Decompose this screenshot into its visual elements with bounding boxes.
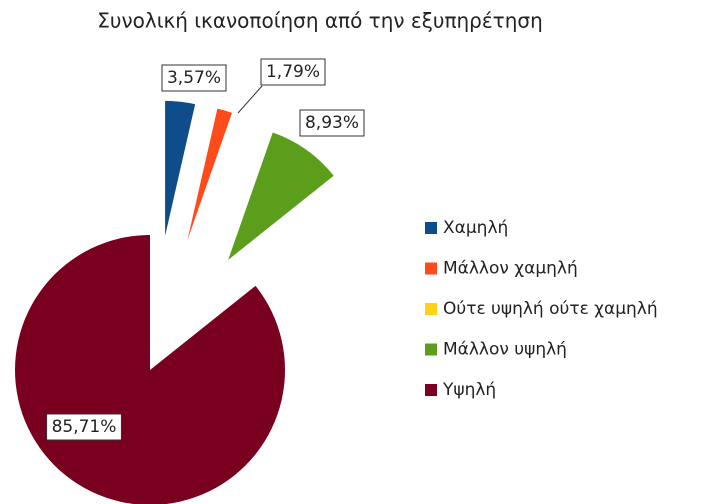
pie-slice — [165, 100, 196, 236]
label-box — [299, 109, 365, 137]
pie-slice — [228, 132, 334, 260]
data-label: 8,93% — [305, 113, 359, 133]
pie-slice — [15, 235, 285, 504]
legend-label: Μάλλον υψηλή — [443, 340, 567, 360]
leader-line — [237, 85, 263, 114]
legend-label: Μάλλον χαμηλή — [443, 259, 578, 279]
legend-swatch — [425, 343, 437, 356]
data-label: 1,79% — [266, 62, 320, 82]
label-box — [260, 58, 326, 86]
legend-swatch — [425, 303, 437, 315]
legend-label: Υψηλή — [442, 380, 496, 400]
label-box — [46, 413, 122, 441]
legend-swatch — [425, 222, 437, 234]
chart-title: Συνολική ικανοποίηση από την εξυπηρέτηση — [97, 9, 543, 33]
legend-swatch — [425, 384, 437, 396]
label-box — [161, 64, 227, 92]
data-label: 3,57% — [167, 68, 221, 88]
legend-label: Ούτε υψηλή ούτε χαμηλή — [443, 299, 658, 319]
pie-slice — [187, 108, 232, 241]
legend-label: Χαμηλή — [443, 218, 508, 238]
legend-swatch — [425, 262, 437, 275]
data-label: 85,71% — [52, 417, 117, 437]
